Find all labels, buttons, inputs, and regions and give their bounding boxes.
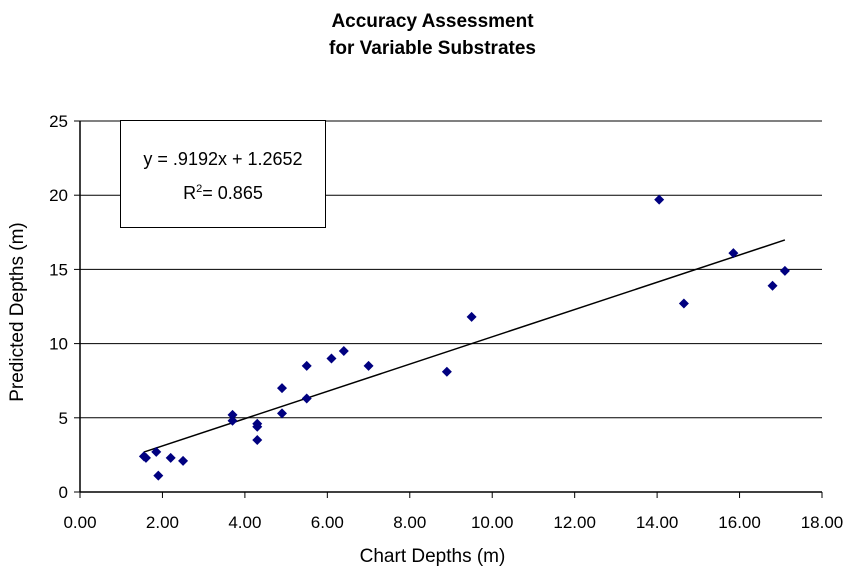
x-tick-label: 4.00 — [228, 513, 261, 532]
trendline — [143, 239, 786, 453]
data-point — [301, 360, 312, 371]
y-tick-label: 5 — [59, 409, 68, 428]
y-tick-label: 15 — [49, 260, 68, 279]
data-point — [153, 470, 164, 481]
data-point — [326, 353, 337, 364]
x-tick-label: 18.00 — [801, 513, 844, 532]
r-squared-label: R2= 0.865 — [121, 183, 325, 204]
x-tick-label: 10.00 — [471, 513, 514, 532]
data-point — [363, 360, 374, 371]
y-tick-label: 0 — [59, 483, 68, 502]
data-point — [301, 393, 312, 404]
data-point — [441, 366, 452, 377]
data-point — [252, 435, 263, 446]
regression-equation: y = .9192x + 1.2652 — [143, 149, 303, 169]
y-axis-label: Predicted Depths (m) — [7, 222, 28, 402]
data-point — [276, 408, 287, 419]
data-point — [151, 446, 162, 457]
y-tick-label: 10 — [49, 335, 68, 354]
x-tick-label: 14.00 — [636, 513, 679, 532]
data-point — [728, 248, 739, 259]
x-tick-label: 8.00 — [393, 513, 426, 532]
data-point — [178, 455, 189, 466]
chart-title-line-2: for Variable Substrates — [329, 38, 536, 59]
r-squared-value: = 0.865 — [202, 183, 263, 203]
x-tick-label: 16.00 — [718, 513, 761, 532]
r-squared-prefix: R — [183, 183, 197, 203]
data-point — [466, 311, 477, 322]
x-axis-label: Chart Depths (m) — [359, 546, 506, 567]
data-point — [140, 452, 151, 463]
data-point — [276, 383, 287, 394]
x-tick-label: 6.00 — [311, 513, 344, 532]
data-point — [338, 346, 349, 357]
regression-annotation-box: y = .9192x + 1.2652 R2= 0.865 — [120, 120, 326, 228]
data-point — [227, 415, 238, 426]
data-point — [252, 421, 263, 432]
x-tick-label: 12.00 — [553, 513, 596, 532]
r-squared-superscript: 2 — [196, 183, 203, 195]
data-point — [227, 409, 238, 420]
y-tick-label: 25 — [49, 112, 68, 131]
chart-title: Accuracy Assessment for Variable Substra… — [0, 8, 865, 62]
data-point — [779, 265, 790, 276]
x-tick-label: 2.00 — [146, 513, 179, 532]
data-point — [165, 452, 176, 463]
data-point — [767, 280, 778, 291]
y-tick-label: 20 — [49, 186, 68, 205]
data-point — [678, 298, 689, 309]
x-tick-label: 0.00 — [63, 513, 96, 532]
data-point — [654, 194, 665, 205]
chart-title-line-1: Accuracy Assessment — [331, 11, 534, 32]
